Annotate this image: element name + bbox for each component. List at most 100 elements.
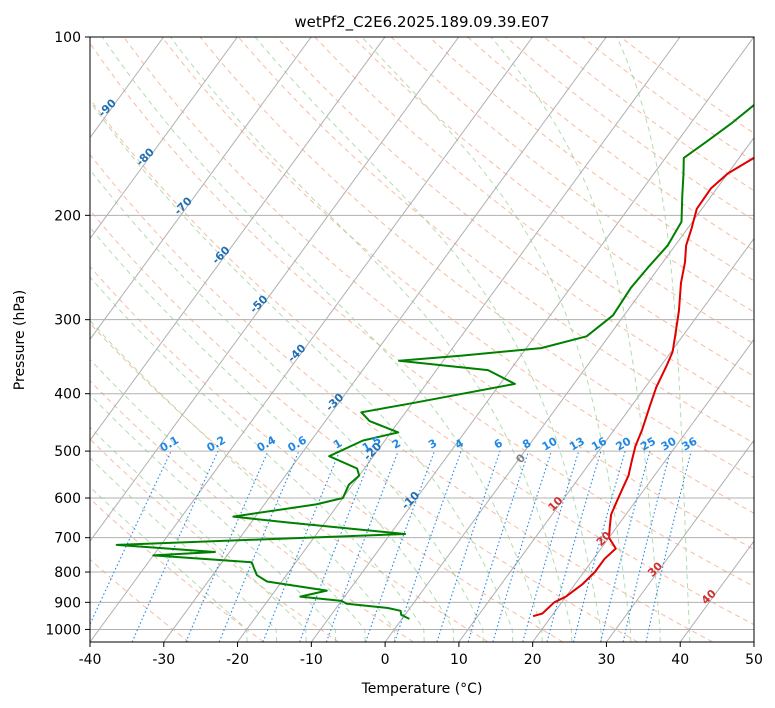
x-tick-label: 40 (671, 652, 689, 668)
y-tick-label: 800 (54, 565, 81, 581)
y-tick-label: 700 (54, 531, 81, 547)
dry-adiabat-line (237, 37, 754, 444)
moist-adiabat-line (90, 100, 514, 642)
x-axis-label: Temperature (°C) (361, 681, 483, 697)
mixing-ratio-line (325, 450, 399, 642)
y-tick-label: 500 (54, 444, 81, 460)
mixing-ratio-line (600, 450, 651, 642)
isotherm-line (90, 37, 312, 341)
isotherm-line (90, 37, 238, 240)
x-tick-label: 30 (598, 652, 616, 668)
isotherm-line (606, 439, 754, 642)
isotherm-value-label: -100 (55, 44, 84, 73)
moist-adiabat-line (90, 358, 366, 642)
moist-adiabat-line (101, 37, 543, 642)
y-tick-label: 100 (54, 30, 81, 46)
dry-adiabat-value-label: 40 (699, 587, 719, 607)
mixing-ratio-value-label: 6 (492, 436, 505, 451)
dry-adiabat-value-label: 10 (546, 494, 566, 514)
chart-title: wetPf2_C2E6.2025.189.09.39.E07 (294, 13, 549, 32)
isotherm-value-label: -60 (209, 243, 232, 266)
x-tick-label: 20 (524, 652, 542, 668)
mixing-ratio-line (262, 450, 341, 642)
y-tick-label: 1000 (45, 622, 81, 638)
x-tick-label: -30 (152, 652, 175, 668)
isotherm-value-label: -40 (285, 341, 308, 364)
x-tick-label: 10 (450, 652, 468, 668)
isotherm-line (237, 37, 681, 642)
dry-adiabat-line (199, 37, 754, 479)
mixing-ratio-line (436, 450, 501, 642)
isotherm-line (90, 37, 386, 442)
isotherm-line (310, 37, 754, 642)
moist-adiabat-line (90, 426, 307, 642)
x-tick-label: 0 (381, 652, 390, 668)
y-tick-label: 200 (54, 208, 81, 224)
dry-adiabat-line (90, 438, 339, 642)
y-axis-label: Pressure (hPa) (12, 290, 28, 390)
y-tick-label: 400 (54, 387, 81, 403)
moist-adiabat-line (490, 37, 661, 642)
moist-adiabat-line (90, 486, 248, 642)
y-tick-label: 900 (54, 595, 81, 611)
mixing-ratio-value-label: 4 (453, 436, 466, 451)
dewpoint-profile-line (115, 103, 754, 620)
dry-adiabat-line (543, 37, 754, 192)
isotherm-line (679, 540, 754, 642)
moist-adiabat-line (170, 37, 573, 642)
dry-adiabat-line (429, 37, 754, 282)
isotherm-line (90, 37, 460, 542)
isotherm-line (163, 37, 607, 642)
dry-adiabat-line (90, 322, 489, 642)
moist-adiabat-line (90, 319, 396, 642)
x-tick-label: -40 (79, 652, 102, 668)
mixing-ratio-value-label: 3 (426, 437, 439, 452)
dry-adiabat-line (314, 37, 754, 377)
dry-adiabat-line (161, 37, 754, 514)
dry-adiabat-value-label: 30 (645, 559, 665, 579)
isotherm-line (384, 136, 754, 642)
moist-adiabat-line (254, 37, 602, 642)
temperature-profile-line (532, 156, 754, 618)
moist-adiabat-line (90, 457, 278, 642)
mixing-ratio-line (185, 450, 269, 642)
moist-adiabat-line (90, 226, 455, 642)
dry-adiabat-line (620, 37, 754, 134)
y-tick-label: 300 (54, 313, 81, 329)
isotherm-line (90, 37, 533, 642)
moist-adiabat-line (90, 394, 337, 642)
dry-adiabat-line (390, 37, 754, 313)
dry-adiabat-line (90, 380, 414, 642)
isotherm-value-label: -80 (134, 145, 157, 168)
mixing-ratio-line (645, 450, 692, 642)
mixing-ratio-line (299, 450, 374, 642)
dry-adiabat-value-label: 20 (594, 529, 614, 549)
moist-adiabat-line (361, 37, 632, 642)
x-tick-label: -10 (300, 652, 323, 668)
mixing-ratio-line (492, 450, 552, 642)
isotherm-value-label: -90 (96, 96, 119, 119)
mixing-ratio-line (467, 450, 530, 642)
mixing-ratio-line (394, 450, 462, 642)
dry-adiabat-line (90, 265, 564, 642)
isotherm-value-label: -50 (247, 292, 270, 315)
y-tick-label: 600 (54, 491, 81, 507)
dry-adiabat-line (352, 37, 754, 345)
isotherm-line (753, 641, 754, 642)
dry-adiabat-line (90, 153, 713, 642)
dry-adiabat-line (90, 497, 265, 642)
mixing-ratio-line (365, 450, 436, 642)
isotherm-value-label: -10 (399, 489, 422, 512)
x-tick-label: -20 (226, 652, 249, 668)
dry-adiabat-line (90, 98, 754, 626)
dry-adiabat-line (90, 42, 754, 588)
isotherm-value-label: -70 (172, 194, 195, 217)
dry-adiabat-line (90, 558, 190, 642)
mixing-ratio-value-label: 2 (390, 437, 403, 452)
mixing-ratio-line (546, 450, 602, 642)
mixing-ratio-value-label: 8 (520, 437, 533, 452)
x-tick-label: 50 (745, 652, 763, 668)
mixing-ratio-line (522, 450, 580, 642)
mixing-ratio-line (572, 450, 626, 642)
